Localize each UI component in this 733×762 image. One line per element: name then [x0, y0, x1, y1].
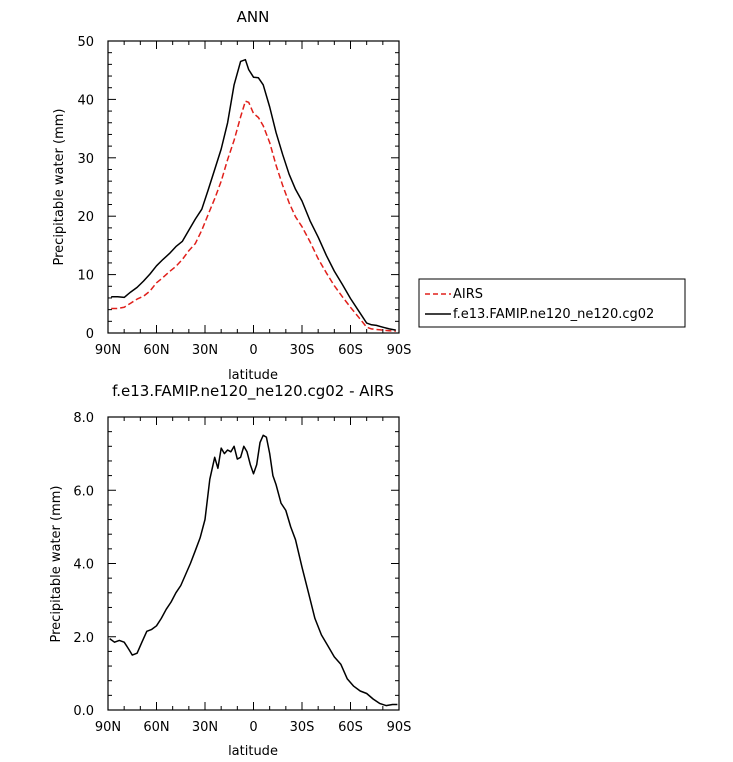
series-line-f-e13-famip-ne120-ne120-cg02-airs — [109, 434, 398, 707]
series-line-airs — [111, 100, 396, 332]
y-tick-label: 40 — [77, 93, 94, 108]
y-tick-labels-top: 0 10 20 30 40 50 — [77, 35, 94, 342]
plot-frame-bottom — [107, 416, 400, 711]
y-tick-label: 6.0 — [73, 484, 94, 499]
series-line-f-e13-famip-ne120-ne120-cg02 — [111, 58, 396, 331]
series-layer-top — [111, 58, 396, 332]
y-tick-label: 20 — [77, 210, 94, 225]
y-tick-label: 50 — [77, 35, 94, 50]
x-tick-label: 30S — [290, 343, 315, 358]
series-layer-bottom — [109, 434, 398, 707]
x-tick-label: 90S — [387, 720, 412, 735]
legend: AIRS f.e13.FAMIP.ne120_ne120.cg02 — [418, 278, 686, 328]
y-tick-label: 8.0 — [73, 411, 94, 426]
y-tick-label: 0.0 — [73, 704, 94, 719]
x-axis-label-top: latitude — [228, 368, 278, 383]
y-tick-label: 30 — [77, 152, 94, 167]
y-tick-label: 2.0 — [73, 631, 94, 646]
x-tick-label: 60S — [338, 343, 363, 358]
x-tick-label: 60N — [143, 343, 169, 358]
chart-model-minus-airs: f.e13.FAMIP.ne120_ne120.cg02 - AIRS 90N 6… — [49, 382, 411, 759]
x-tick-labels-top: 90N 60N 30N 0 30S 60S 90S — [95, 343, 412, 358]
x-tick-labels-bottom: 90N 60N 30N 0 30S 60S 90S — [95, 720, 412, 735]
x-tick-label: 0 — [249, 343, 257, 358]
x-tick-label: 90N — [95, 720, 121, 735]
legend-entry-model: f.e13.FAMIP.ne120_ne120.cg02 — [453, 307, 654, 322]
x-tick-label: 30N — [192, 343, 218, 358]
y-tick-label: 0 — [86, 327, 94, 342]
x-tick-label: 30N — [192, 720, 218, 735]
tick-marks-bottom — [107, 416, 400, 711]
x-tick-label: 60N — [143, 720, 169, 735]
y-axis-label-top: Precipitable water (mm) — [52, 109, 67, 266]
y-axis-label-bottom: Precipitable water (mm) — [49, 486, 64, 643]
legend-entry-airs: AIRS — [453, 287, 483, 302]
chart-title-bottom: f.e13.FAMIP.ne120_ne120.cg02 - AIRS — [112, 382, 394, 401]
legend-box — [418, 278, 686, 328]
y-tick-label: 4.0 — [73, 558, 94, 573]
x-tick-label: 60S — [338, 720, 363, 735]
x-tick-label: 30S — [290, 720, 315, 735]
plot-frame-top — [107, 40, 400, 334]
x-tick-label: 90N — [95, 343, 121, 358]
chart-annual-precipitable-water: ANN 90N 60N 30N 0 30S 60S 90S 0 10 20 30 40 50 lati… — [52, 8, 411, 383]
x-tick-label: 0 — [249, 720, 257, 735]
chart-title-top: ANN — [237, 8, 270, 26]
x-axis-label-bottom: latitude — [228, 744, 278, 759]
y-tick-labels-bottom: 0.0 2.0 4.0 6.0 8.0 — [73, 411, 94, 719]
x-tick-label: 90S — [387, 343, 412, 358]
y-tick-label: 10 — [77, 269, 94, 284]
